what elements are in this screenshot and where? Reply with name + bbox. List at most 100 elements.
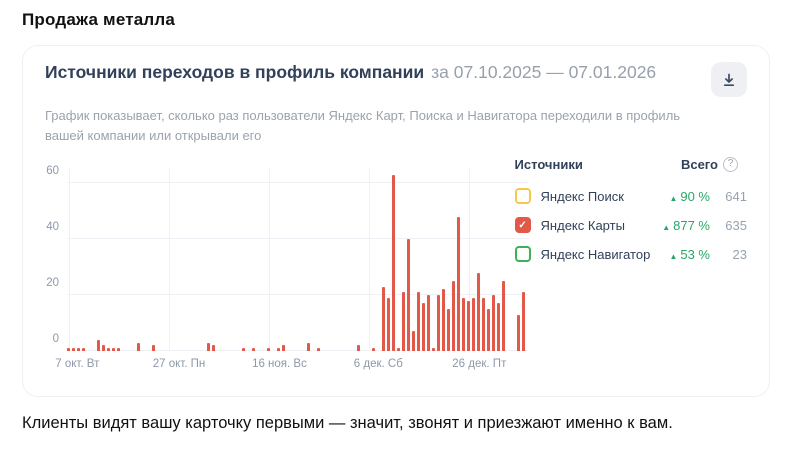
bar-Яндекс Карты[interactable] (517, 314, 520, 351)
bar-chart: 0 20 40 60 7 окт. Вт 27 окт. Пн 16 ноя. Вс 6 де… (45, 157, 529, 379)
gridline-x (368, 169, 370, 351)
bar-Яндекс Карты[interactable] (487, 309, 490, 351)
legend-label-yandex-navigator: Яндекс Навигатор (540, 246, 651, 262)
bar-Яндекс Карты[interactable] (492, 295, 495, 351)
x-axis-label: 16 ноя. Вс (252, 358, 307, 370)
chart-plot[interactable]: 0 20 40 60 7 окт. Вт 27 окт. Пн 16 ноя. Вс 6 де… (46, 165, 529, 370)
bar-Яндекс Карты[interactable] (102, 345, 105, 351)
legend-label-yandex-karty: Яндекс Карты (540, 217, 625, 233)
bar-Яндекс Карты[interactable] (447, 309, 450, 351)
y-axis-label: 20 (46, 277, 59, 289)
legend-header: Источники Всего ? (515, 157, 747, 172)
checkbox-yandex-karty[interactable]: ✓ (514, 217, 531, 233)
legend-header-sources: Источники (514, 157, 583, 172)
legend-header-total: Всего (680, 157, 718, 172)
bar-Яндекс Карты[interactable] (432, 348, 435, 351)
x-axis-label: 6 дек. Сб (353, 358, 403, 370)
checkbox-yandex-navigator[interactable] (514, 246, 531, 262)
gridline-y (67, 182, 529, 183)
bar-Яндекс Карты[interactable] (417, 292, 420, 351)
gridline-x (168, 169, 170, 351)
total-value: 641 (725, 188, 747, 204)
bar-Яндекс Карты[interactable] (427, 295, 430, 351)
traffic-sources-card: Источники переходов в профиль компании з… (22, 45, 770, 397)
checkbox-yandex-poisk[interactable] (514, 188, 531, 204)
bar-Яндекс Карты[interactable] (422, 303, 425, 351)
download-button[interactable] (711, 62, 747, 97)
bar-Яндекс Карты[interactable] (82, 348, 85, 351)
gridline-y (67, 350, 529, 351)
bar-Яндекс Карты[interactable] (107, 348, 110, 351)
bar-Яндекс Карты[interactable] (522, 292, 525, 351)
page-title: Продажа металла (22, 10, 176, 29)
bar-Яндекс Карты[interactable] (252, 348, 255, 351)
bar-Яндекс Карты[interactable] (112, 348, 115, 351)
gridline-x (468, 169, 470, 351)
bar-Яндекс Карты[interactable] (467, 300, 470, 351)
bar-Яндекс Карты[interactable] (462, 297, 465, 351)
arrow-up-icon: ▲ (669, 193, 678, 203)
bar-Яндекс Карты[interactable] (137, 342, 140, 351)
bar-Яндекс Карты[interactable] (152, 345, 155, 351)
legend-item-yandex-navigator[interactable]: Яндекс Навигатор ▲ 53 % 23 (514, 246, 747, 262)
bar-Яндекс Карты[interactable] (97, 339, 100, 351)
bar-Яндекс Карты[interactable] (242, 348, 245, 351)
trend-value: 877 % (673, 217, 710, 233)
bar-Яндекс Карты[interactable] (67, 348, 70, 351)
gridline-x (268, 169, 270, 351)
question-circle-icon[interactable]: ? (723, 157, 738, 172)
chart-row: 0 20 40 60 7 окт. Вт 27 окт. Пн 16 ноя. Вс 6 де… (45, 157, 747, 379)
trend-value: 90 % (680, 188, 710, 204)
card-period: за 07.10.2025 — 07.01.2026 (431, 62, 657, 82)
arrow-up-icon: ▲ (669, 251, 678, 261)
bar-Яндекс Карты[interactable] (282, 345, 285, 351)
card-title: Источники переходов в профиль компании (45, 62, 425, 82)
footer-text: Клиенты видят вашу карточку первыми — зн… (22, 414, 673, 432)
bar-Яндекс Карты[interactable] (412, 331, 415, 351)
bar-Яндекс Карты[interactable] (502, 281, 505, 351)
x-axis-label: 27 окт. Пн (152, 358, 206, 370)
gridline-y (67, 294, 529, 295)
bar-Яндекс Карты[interactable] (77, 348, 80, 351)
bar-Яндекс Карты[interactable] (387, 297, 390, 351)
y-axis-label: 40 (46, 221, 59, 233)
total-value: 23 (732, 246, 747, 262)
bar-Яндекс Карты[interactable] (317, 348, 320, 351)
download-icon (721, 72, 737, 88)
bar-Яндекс Карты[interactable] (307, 342, 310, 351)
bar-Яндекс Карты[interactable] (397, 348, 400, 351)
gridline-x (68, 169, 70, 351)
gridline-y (67, 238, 529, 239)
x-axis-label: 26 дек. Пт (452, 358, 507, 370)
bar-Яндекс Карты[interactable] (497, 303, 500, 351)
bar-Яндекс Карты[interactable] (407, 239, 410, 351)
bar-Яндекс Карты[interactable] (207, 342, 210, 351)
bar-Яндекс Карты[interactable] (457, 216, 460, 351)
bar-Яндекс Карты[interactable] (392, 174, 395, 351)
bar-Яндекс Карты[interactable] (277, 348, 280, 351)
legend: Источники Всего ? Яндекс Поиск ▲ 90 % 64… (514, 157, 747, 379)
legend-item-yandex-karty[interactable]: ✓ Яндекс Карты ▲ 877 % 635 (514, 217, 747, 233)
bar-Яндекс Карты[interactable] (212, 345, 215, 351)
legend-label-yandex-poisk: Яндекс Поиск (540, 188, 624, 204)
y-axis-label: 60 (46, 165, 59, 177)
bar-Яндекс Карты[interactable] (267, 348, 270, 351)
bar-Яндекс Карты[interactable] (357, 345, 360, 351)
legend-item-yandex-poisk[interactable]: Яндекс Поиск ▲ 90 % 641 (514, 188, 747, 204)
bar-Яндекс Карты[interactable] (442, 289, 445, 351)
bar-Яндекс Карты[interactable] (382, 286, 385, 351)
y-axis-label: 0 (52, 333, 59, 345)
bar-Яндекс Карты[interactable] (117, 348, 120, 351)
trend-value: 53 % (680, 246, 710, 262)
bar-Яндекс Карты[interactable] (482, 297, 485, 351)
card-description: График показывает, сколько раз пользоват… (45, 108, 681, 143)
card-header: Источники переходов в профиль компании з… (45, 62, 747, 97)
bar-Яндекс Карты[interactable] (372, 348, 375, 351)
bar-Яндекс Карты[interactable] (477, 272, 480, 351)
bar-Яндекс Карты[interactable] (452, 281, 455, 351)
bar-Яндекс Карты[interactable] (472, 297, 475, 351)
bar-Яндекс Карты[interactable] (402, 292, 405, 351)
bar-Яндекс Карты[interactable] (72, 348, 75, 351)
bar-Яндекс Карты[interactable] (437, 295, 440, 351)
